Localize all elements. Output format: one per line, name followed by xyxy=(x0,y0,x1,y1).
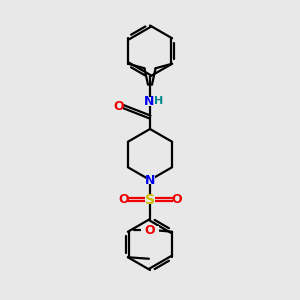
Text: O: O xyxy=(118,193,129,206)
Bar xyxy=(144,97,160,106)
Text: H: H xyxy=(154,96,163,106)
Bar xyxy=(145,195,155,204)
Text: O: O xyxy=(113,100,124,113)
Text: O: O xyxy=(145,224,155,237)
Bar xyxy=(119,195,128,204)
Bar xyxy=(141,226,159,235)
Bar xyxy=(146,176,154,184)
Text: O: O xyxy=(171,193,182,206)
Text: N: N xyxy=(144,95,154,108)
Text: S: S xyxy=(145,193,155,206)
Bar xyxy=(172,195,181,204)
Bar xyxy=(114,102,123,111)
Text: N: N xyxy=(145,173,155,187)
